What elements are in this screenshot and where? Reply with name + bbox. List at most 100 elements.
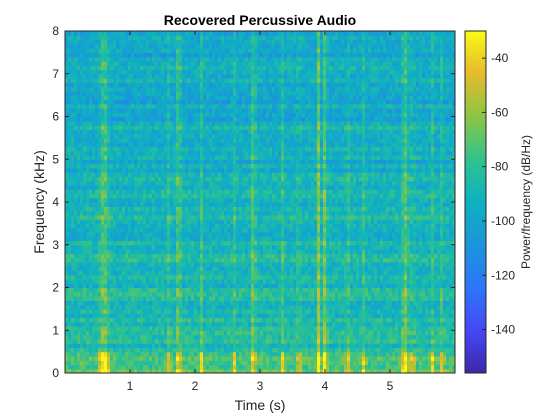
spectrogram-cell xyxy=(425,274,429,280)
spectrogram-cell xyxy=(77,227,81,233)
spectrogram-cell xyxy=(413,287,417,293)
spectrogram-cell xyxy=(434,308,438,314)
spectrogram-cell xyxy=(386,219,390,224)
spectrogram-cell xyxy=(140,227,144,233)
spectrogram-cell xyxy=(416,287,420,293)
spectrogram-cell xyxy=(407,313,411,319)
spectrogram-cell xyxy=(272,214,276,220)
spectrogram-cell xyxy=(326,249,330,254)
spectrogram-cell xyxy=(335,317,339,323)
spectrogram-cell xyxy=(263,368,267,373)
spectrogram-cell xyxy=(77,257,81,263)
spectrogram-cell xyxy=(233,231,237,237)
spectrogram-cell xyxy=(239,219,243,224)
spectrogram-cell xyxy=(353,291,357,297)
spectrogram-cell xyxy=(167,304,171,310)
spectrogram-cell xyxy=(203,240,207,246)
spectrogram-cell xyxy=(401,249,405,254)
spectrogram-cell xyxy=(218,214,222,220)
spectrogram-cell xyxy=(284,253,288,259)
spectrogram-cell xyxy=(215,360,219,366)
spectrogram-cell xyxy=(152,360,156,366)
spectrogram-cell xyxy=(395,347,399,353)
spectrogram-cell xyxy=(176,236,180,242)
spectrogram-cell xyxy=(233,266,237,272)
spectrogram-cell xyxy=(188,347,192,353)
spectrogram-cell xyxy=(260,210,264,216)
spectrogram-cell xyxy=(329,283,333,289)
spectrogram-cell xyxy=(236,278,240,284)
spectrogram-cell xyxy=(269,360,273,366)
spectrogram-cell xyxy=(410,308,414,314)
spectrogram-cell xyxy=(449,317,453,323)
spectrogram-cell xyxy=(395,287,399,293)
spectrogram-cell xyxy=(80,236,84,242)
spectrogram-cell xyxy=(377,219,381,224)
spectrogram-cell xyxy=(278,244,282,250)
spectrogram-cell xyxy=(332,278,336,284)
spectrogram-cell xyxy=(122,321,126,327)
spectrogram-cell xyxy=(119,214,123,220)
spectrogram-cell xyxy=(320,270,324,276)
spectrogram-cell xyxy=(398,338,402,344)
spectrogram-cell xyxy=(68,300,72,306)
spectrogram-cell xyxy=(380,321,384,327)
spectrogram-cell xyxy=(371,291,375,297)
spectrogram-cell xyxy=(275,253,279,259)
spectrogram-cell xyxy=(368,296,372,301)
spectrogram-cell xyxy=(347,317,351,323)
spectrogram-cell xyxy=(251,347,255,353)
spectrogram-cell xyxy=(386,283,390,289)
spectrogram-cell xyxy=(113,287,117,293)
spectrogram-cell xyxy=(155,210,159,216)
spectrogram-cell xyxy=(203,351,207,357)
spectrogram-cell xyxy=(155,274,159,280)
spectrogram-cell xyxy=(386,313,390,319)
spectrogram-cell xyxy=(137,270,141,276)
spectrogram-cell xyxy=(389,338,393,344)
spectrogram-cell xyxy=(284,283,288,289)
spectrogram-cell xyxy=(335,343,339,348)
spectrogram-cell xyxy=(98,338,102,344)
spectrogram-cell xyxy=(233,210,237,216)
spectrogram-cell xyxy=(113,347,117,353)
spectrogram-cell xyxy=(227,270,231,276)
spectrogram-cell xyxy=(428,351,432,357)
spectrogram-cell xyxy=(86,368,90,373)
spectrogram-cell xyxy=(89,330,93,336)
spectrogram-cell xyxy=(350,266,354,272)
spectrogram-cell xyxy=(269,343,273,348)
spectrogram-cell xyxy=(83,368,87,373)
spectrogram-cell xyxy=(176,283,180,289)
spectrogram-cell xyxy=(416,261,420,267)
spectrogram-cell xyxy=(425,253,429,259)
spectrogram-cell xyxy=(212,240,216,246)
spectrogram-cell xyxy=(161,219,165,224)
spectrogram-cell xyxy=(152,240,156,246)
spectrogram-cell xyxy=(221,249,225,254)
spectrogram-cell xyxy=(386,291,390,297)
spectrogram-cell xyxy=(158,214,162,220)
spectrogram-cell xyxy=(176,368,180,373)
spectrogram-cell xyxy=(272,325,276,331)
spectrogram-cell xyxy=(341,304,345,310)
spectrogram-cell xyxy=(92,287,96,293)
spectrogram-cell xyxy=(392,214,396,220)
spectrogram-cell xyxy=(236,214,240,220)
spectrogram-cell xyxy=(122,219,126,224)
spectrogram-cell xyxy=(146,368,150,373)
spectrogram-cell xyxy=(416,278,420,284)
spectrogram-cell xyxy=(419,278,423,284)
spectrogram-cell xyxy=(65,278,69,284)
spectrogram-cell xyxy=(440,351,444,357)
spectrogram-cell xyxy=(287,283,291,289)
spectrogram-cell xyxy=(209,313,213,319)
spectrogram-cell xyxy=(143,261,147,267)
spectrogram-cell xyxy=(266,244,270,250)
spectrogram-cell xyxy=(233,364,237,370)
spectrogram-cell xyxy=(350,368,354,373)
spectrogram-cell xyxy=(119,223,123,229)
spectrogram-cell xyxy=(119,360,123,366)
spectrogram-cell xyxy=(392,304,396,310)
spectrogram-cell xyxy=(197,210,201,216)
